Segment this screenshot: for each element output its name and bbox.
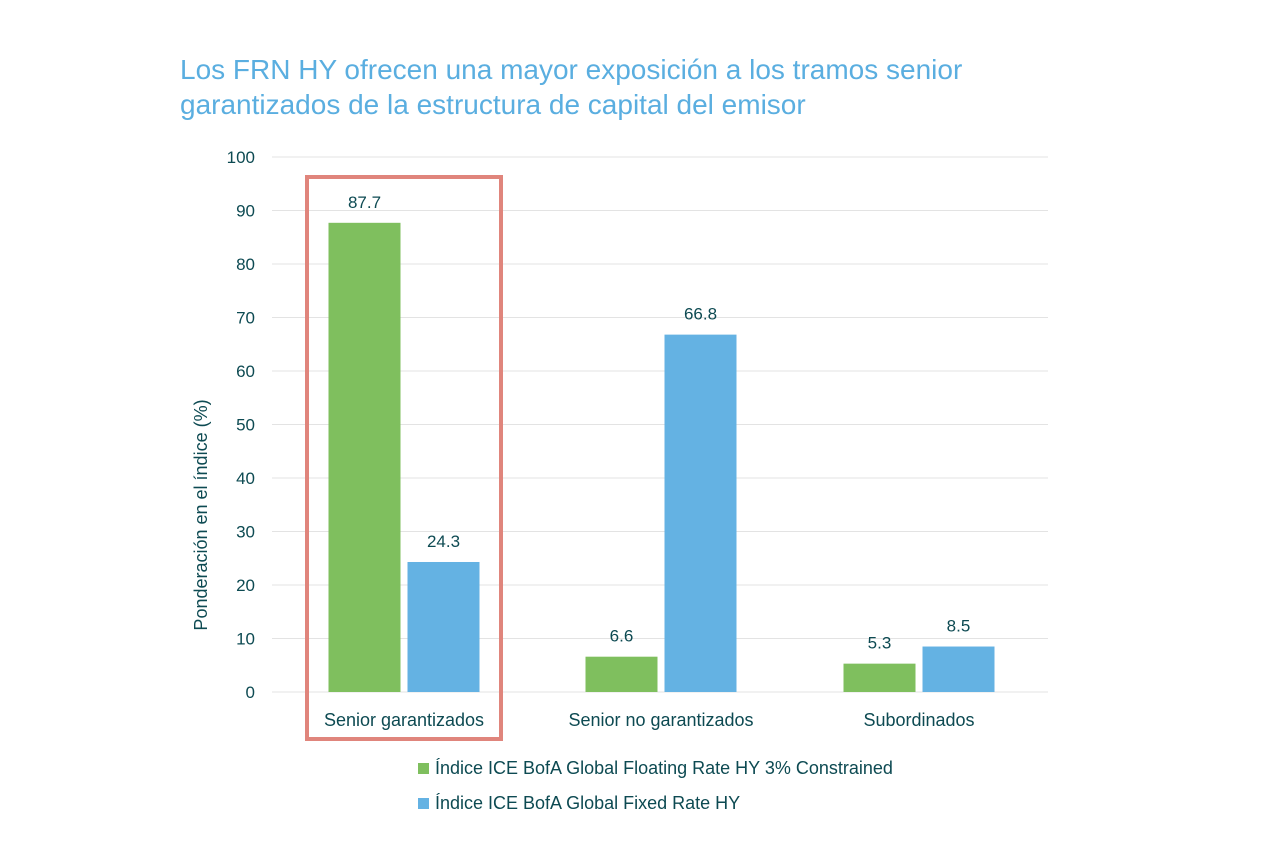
legend-item-floating: Índice ICE BofA Global Floating Rate HY … xyxy=(418,755,893,781)
data-label: 66.8 xyxy=(684,305,717,324)
legend-swatch-fixed xyxy=(418,797,429,809)
data-label: 6.6 xyxy=(610,627,634,646)
y-tick-label: 80 xyxy=(236,255,255,274)
data-label: 87.7 xyxy=(348,193,381,212)
legend: Índice ICE BofA Global Floating Rate HY … xyxy=(418,755,893,825)
y-tick-label: 20 xyxy=(236,576,255,595)
data-label: 5.3 xyxy=(868,634,892,653)
bar-fixed-1 xyxy=(664,334,737,692)
x-category-label: Subordinados xyxy=(863,710,974,730)
data-label: 24.3 xyxy=(427,532,460,551)
bars xyxy=(328,222,995,692)
data-labels: 87.7 24.3 6.6 66.8 5.3 8.5 xyxy=(348,193,970,653)
bar-floating-2 xyxy=(843,663,916,692)
y-tick-label: 50 xyxy=(236,416,255,435)
bar-floating-0 xyxy=(328,222,401,692)
chart-title: Los FRN HY ofrecen una mayor exposición … xyxy=(180,54,963,120)
y-tick-label: 60 xyxy=(236,362,255,381)
x-category-label: Senior garantizados xyxy=(324,710,484,730)
y-tick-label: 0 xyxy=(246,683,255,702)
y-tick-label: 40 xyxy=(236,469,255,488)
legend-label-floating: Índice ICE BofA Global Floating Rate HY … xyxy=(435,757,893,778)
y-axis-ticks: 0 10 20 30 40 50 60 70 80 90 100 xyxy=(227,148,255,702)
y-axis-title: Ponderación en el índice (%) xyxy=(191,399,211,630)
x-axis-categories: Senior garantizados Senior no garantizado… xyxy=(324,710,975,730)
y-tick-label: 30 xyxy=(236,523,255,542)
y-tick-label: 70 xyxy=(236,309,255,328)
gridlines xyxy=(272,156,1048,693)
bar-fixed-0 xyxy=(407,561,480,692)
highlight-rectangle xyxy=(305,175,503,741)
legend-label-fixed: Índice ICE BofA Global Fixed Rate HY xyxy=(435,792,741,813)
highlight-box xyxy=(305,175,503,741)
data-label: 8.5 xyxy=(947,617,971,636)
bar-fixed-2 xyxy=(922,646,995,692)
y-tick-label: 90 xyxy=(236,202,255,221)
legend-swatch-floating xyxy=(418,762,429,774)
bar-floating-1 xyxy=(585,656,658,692)
legend-item-fixed: Índice ICE BofA Global Fixed Rate HY xyxy=(418,790,893,816)
x-category-label: Senior no garantizados xyxy=(568,710,753,730)
y-tick-label: 100 xyxy=(227,148,255,167)
y-tick-label: 10 xyxy=(236,630,255,649)
